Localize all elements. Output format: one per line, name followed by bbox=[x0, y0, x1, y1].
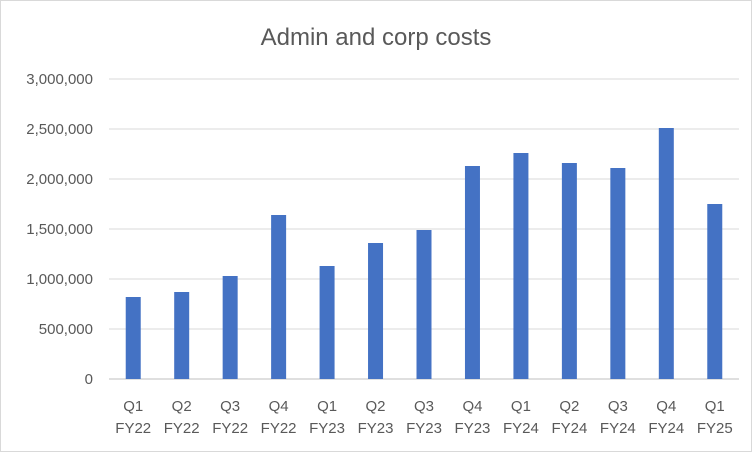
x-tick-label-year: FY24 bbox=[600, 420, 636, 437]
x-tick-label-quarter: Q4 bbox=[269, 398, 289, 415]
y-tick-label: 2,500,000 bbox=[26, 121, 93, 138]
bar bbox=[174, 292, 190, 379]
x-tick-label-year: FY22 bbox=[261, 420, 297, 437]
bar bbox=[707, 204, 723, 379]
bar bbox=[368, 243, 384, 379]
x-tick-label-quarter: Q1 bbox=[317, 398, 337, 415]
bars bbox=[125, 128, 723, 379]
y-tick-label: 500,000 bbox=[39, 321, 93, 338]
y-axis-tick-labels: 0 500,000 1,000,000 1,500,000 2,000,000 2,500… bbox=[26, 71, 93, 388]
x-tick-label-year: FY22 bbox=[212, 420, 248, 437]
x-tick-label-quarter: Q4 bbox=[656, 398, 676, 415]
x-tick-label-year: FY24 bbox=[503, 420, 539, 437]
bar bbox=[561, 163, 577, 379]
x-tick-label-quarter: Q2 bbox=[366, 398, 386, 415]
x-tick-label-quarter: Q3 bbox=[414, 398, 434, 415]
x-tick-label-quarter: Q4 bbox=[462, 398, 482, 415]
x-tick-label-year: FY23 bbox=[406, 420, 442, 437]
x-tick-label-year: FY22 bbox=[115, 420, 151, 437]
bar bbox=[125, 297, 141, 379]
x-tick-label-quarter: Q3 bbox=[608, 398, 628, 415]
x-tick-label-year: FY25 bbox=[697, 420, 733, 437]
bar bbox=[513, 153, 529, 379]
bar bbox=[464, 166, 480, 379]
x-tick-label-year: FY23 bbox=[358, 420, 394, 437]
x-tick-label-quarter: Q1 bbox=[705, 398, 725, 415]
bar bbox=[319, 266, 335, 379]
x-tick-label-quarter: Q1 bbox=[123, 398, 143, 415]
y-tick-label: 2,000,000 bbox=[26, 171, 93, 188]
x-tick-label-quarter: Q2 bbox=[172, 398, 192, 415]
y-tick-label: 1,500,000 bbox=[26, 221, 93, 238]
x-tick-label-year: FY24 bbox=[551, 420, 587, 437]
bar bbox=[271, 215, 287, 379]
chart-title: Admin and corp costs bbox=[261, 24, 492, 51]
bar bbox=[658, 128, 674, 379]
bar bbox=[416, 230, 432, 379]
y-tick-label: 0 bbox=[85, 371, 93, 388]
x-tick-label-quarter: Q3 bbox=[220, 398, 240, 415]
bar bbox=[222, 276, 238, 379]
bar bbox=[610, 168, 626, 379]
y-tick-label: 1,000,000 bbox=[26, 271, 93, 288]
x-tick-label-year: FY22 bbox=[164, 420, 200, 437]
x-tick-label-year: FY24 bbox=[648, 420, 684, 437]
x-tick-label-year: FY23 bbox=[455, 420, 491, 437]
y-tick-label: 3,000,000 bbox=[26, 71, 93, 88]
x-tick-label-quarter: Q2 bbox=[559, 398, 579, 415]
x-tick-label-year: FY23 bbox=[309, 420, 345, 437]
x-tick-label-quarter: Q1 bbox=[511, 398, 531, 415]
x-axis-tick-labels: Q1 FY22 Q2 FY22 Q3 FY22 Q4 FY22 Q1 FY23 Q2 FY23 Q3 FY… bbox=[115, 398, 732, 437]
